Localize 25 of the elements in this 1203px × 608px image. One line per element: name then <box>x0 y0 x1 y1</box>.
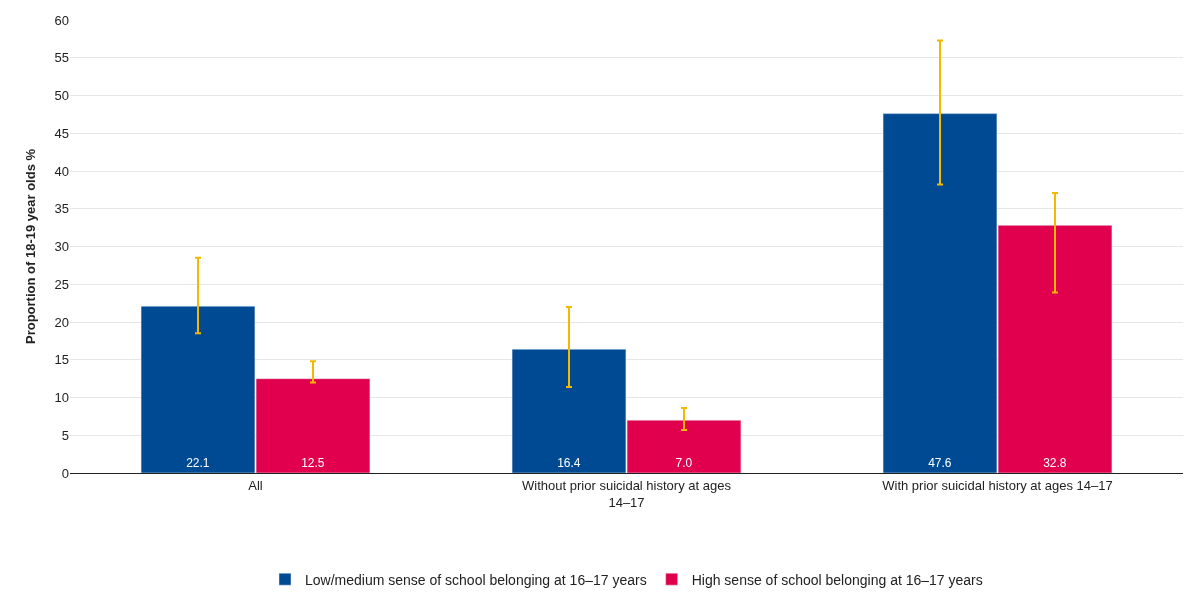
y-tick-label: 45 <box>54 125 69 141</box>
y-tick-label: 10 <box>54 390 69 406</box>
y-tick-label: 40 <box>54 163 69 179</box>
y-axis-title: Proportion of 18-19 year olds % <box>23 148 39 345</box>
y-tick-label: 5 <box>61 427 69 443</box>
x-tick-label: Without prior suicidal history at ages 14–17 <box>522 477 732 510</box>
data-label: 47.6 <box>928 456 952 470</box>
x-tick-label: With prior suicidal history at ages 14–17 <box>882 477 1113 493</box>
data-label: 22.1 <box>186 456 210 470</box>
y-tick-label: 50 <box>54 88 69 104</box>
data-label: 12.5 <box>301 456 325 470</box>
x-tick-label: All <box>248 477 263 493</box>
data-label: 7.0 <box>675 456 693 470</box>
y-tick-label: 15 <box>54 352 69 368</box>
y-tick-label: 25 <box>54 276 69 292</box>
y-tick-label: 55 <box>54 50 69 66</box>
legend-label: High sense of school belonging at 16–17 years <box>691 571 983 588</box>
y-tick-label: 30 <box>54 239 69 255</box>
y-tick-label: 35 <box>54 201 69 217</box>
y-tick-label: 20 <box>54 314 69 330</box>
y-tick-label: 0 <box>61 465 69 481</box>
y-tick-label: 60 <box>54 12 69 28</box>
data-label: 32.8 <box>1043 456 1067 470</box>
legend-label: Low/medium sense of school belonging at 16–17 years <box>305 571 647 588</box>
data-label: 16.4 <box>557 456 581 470</box>
